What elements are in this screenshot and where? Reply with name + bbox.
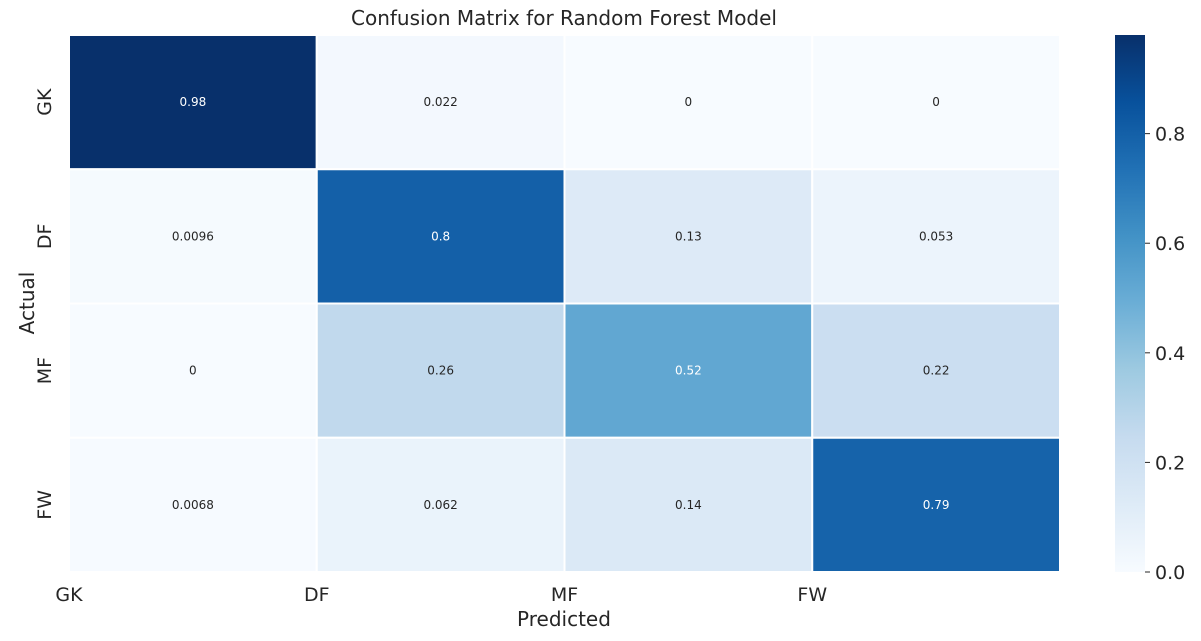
cell-label-FW-DF: 0.062 xyxy=(423,498,457,512)
x-tick-label-FW: FW xyxy=(797,584,827,606)
cell-label-FW-MF: 0.14 xyxy=(675,498,702,512)
y-tick-label-DF: DF xyxy=(34,224,56,250)
cell-label-MF-GK: 0 xyxy=(189,364,197,378)
heatmap-cell-GK-MF xyxy=(563,34,814,171)
cell-label-DF-MF: 0.13 xyxy=(675,229,702,243)
heatmap-cell-FW-DF xyxy=(315,436,566,573)
y-tick-labels: GK DF MF FW xyxy=(34,88,56,520)
colorbar-ticks: 0.0 0.2 0.4 0.6 0.8 xyxy=(1145,124,1185,584)
heatmap-cell-GK-DF xyxy=(315,34,566,171)
y-axis-label: Actual xyxy=(15,272,39,335)
heatmap-cells xyxy=(68,34,1061,573)
cell-label-DF-GK: 0.0096 xyxy=(172,229,214,243)
cell-label-FW-GK: 0.0068 xyxy=(172,498,214,512)
cell-label-DF-DF: 0.8 xyxy=(431,229,450,243)
heatmap-cell-FW-MF xyxy=(563,436,814,573)
cell-label-GK-DF: 0.022 xyxy=(423,95,457,109)
x-axis-label: Predicted xyxy=(517,607,611,631)
colorbar-tick-label: 0.6 xyxy=(1155,233,1185,255)
heatmap-cell-FW-GK xyxy=(68,436,318,573)
heatmap-cell-GK-GK xyxy=(68,34,318,171)
colorbar-tick-label: 0.0 xyxy=(1155,562,1185,584)
cell-label-GK-MF: 0 xyxy=(685,95,693,109)
heatmap-cell-MF-FW xyxy=(811,302,1061,439)
heatmap-cell-labels: 0.98 0.022 0 0 0.0096 0.8 0.13 0.053 0 0.26 0.52 0.… xyxy=(172,95,953,512)
colorbar-tick-label: 0.2 xyxy=(1155,452,1185,474)
heatmap-cell-GK-FW xyxy=(811,34,1061,171)
cell-label-GK-FW: 0 xyxy=(932,95,940,109)
heatmap-cell-FW-FW xyxy=(811,436,1061,573)
cell-label-DF-FW: 0.053 xyxy=(919,229,953,243)
cell-label-GK-GK: 0.98 xyxy=(180,95,207,109)
y-tick-label-MF: MF xyxy=(34,357,56,384)
x-tick-label-MF: MF xyxy=(551,584,578,606)
y-tick-label-GK: GK xyxy=(34,88,56,116)
chart-title: Confusion Matrix for Random Forest Model xyxy=(351,6,777,30)
colorbar-tick-label: 0.8 xyxy=(1155,124,1185,146)
heatmap-cell-DF-GK xyxy=(68,168,318,305)
heatmap-cell-MF-DF xyxy=(315,302,566,439)
x-tick-label-GK: GK xyxy=(55,584,83,606)
cell-label-MF-FW: 0.22 xyxy=(923,364,950,378)
x-tick-labels: GK DF MF FW xyxy=(55,584,827,606)
cell-label-FW-FW: 0.79 xyxy=(923,498,950,512)
colorbar xyxy=(1115,35,1145,572)
cell-label-MF-MF: 0.52 xyxy=(675,364,702,378)
x-tick-label-DF: DF xyxy=(304,584,330,606)
y-tick-label-FW: FW xyxy=(34,490,56,520)
cell-label-MF-DF: 0.26 xyxy=(427,364,454,378)
heatmap-cell-DF-FW xyxy=(811,168,1061,305)
colorbar-tick-label: 0.4 xyxy=(1155,343,1185,365)
heatmap-cell-DF-DF xyxy=(315,168,566,305)
